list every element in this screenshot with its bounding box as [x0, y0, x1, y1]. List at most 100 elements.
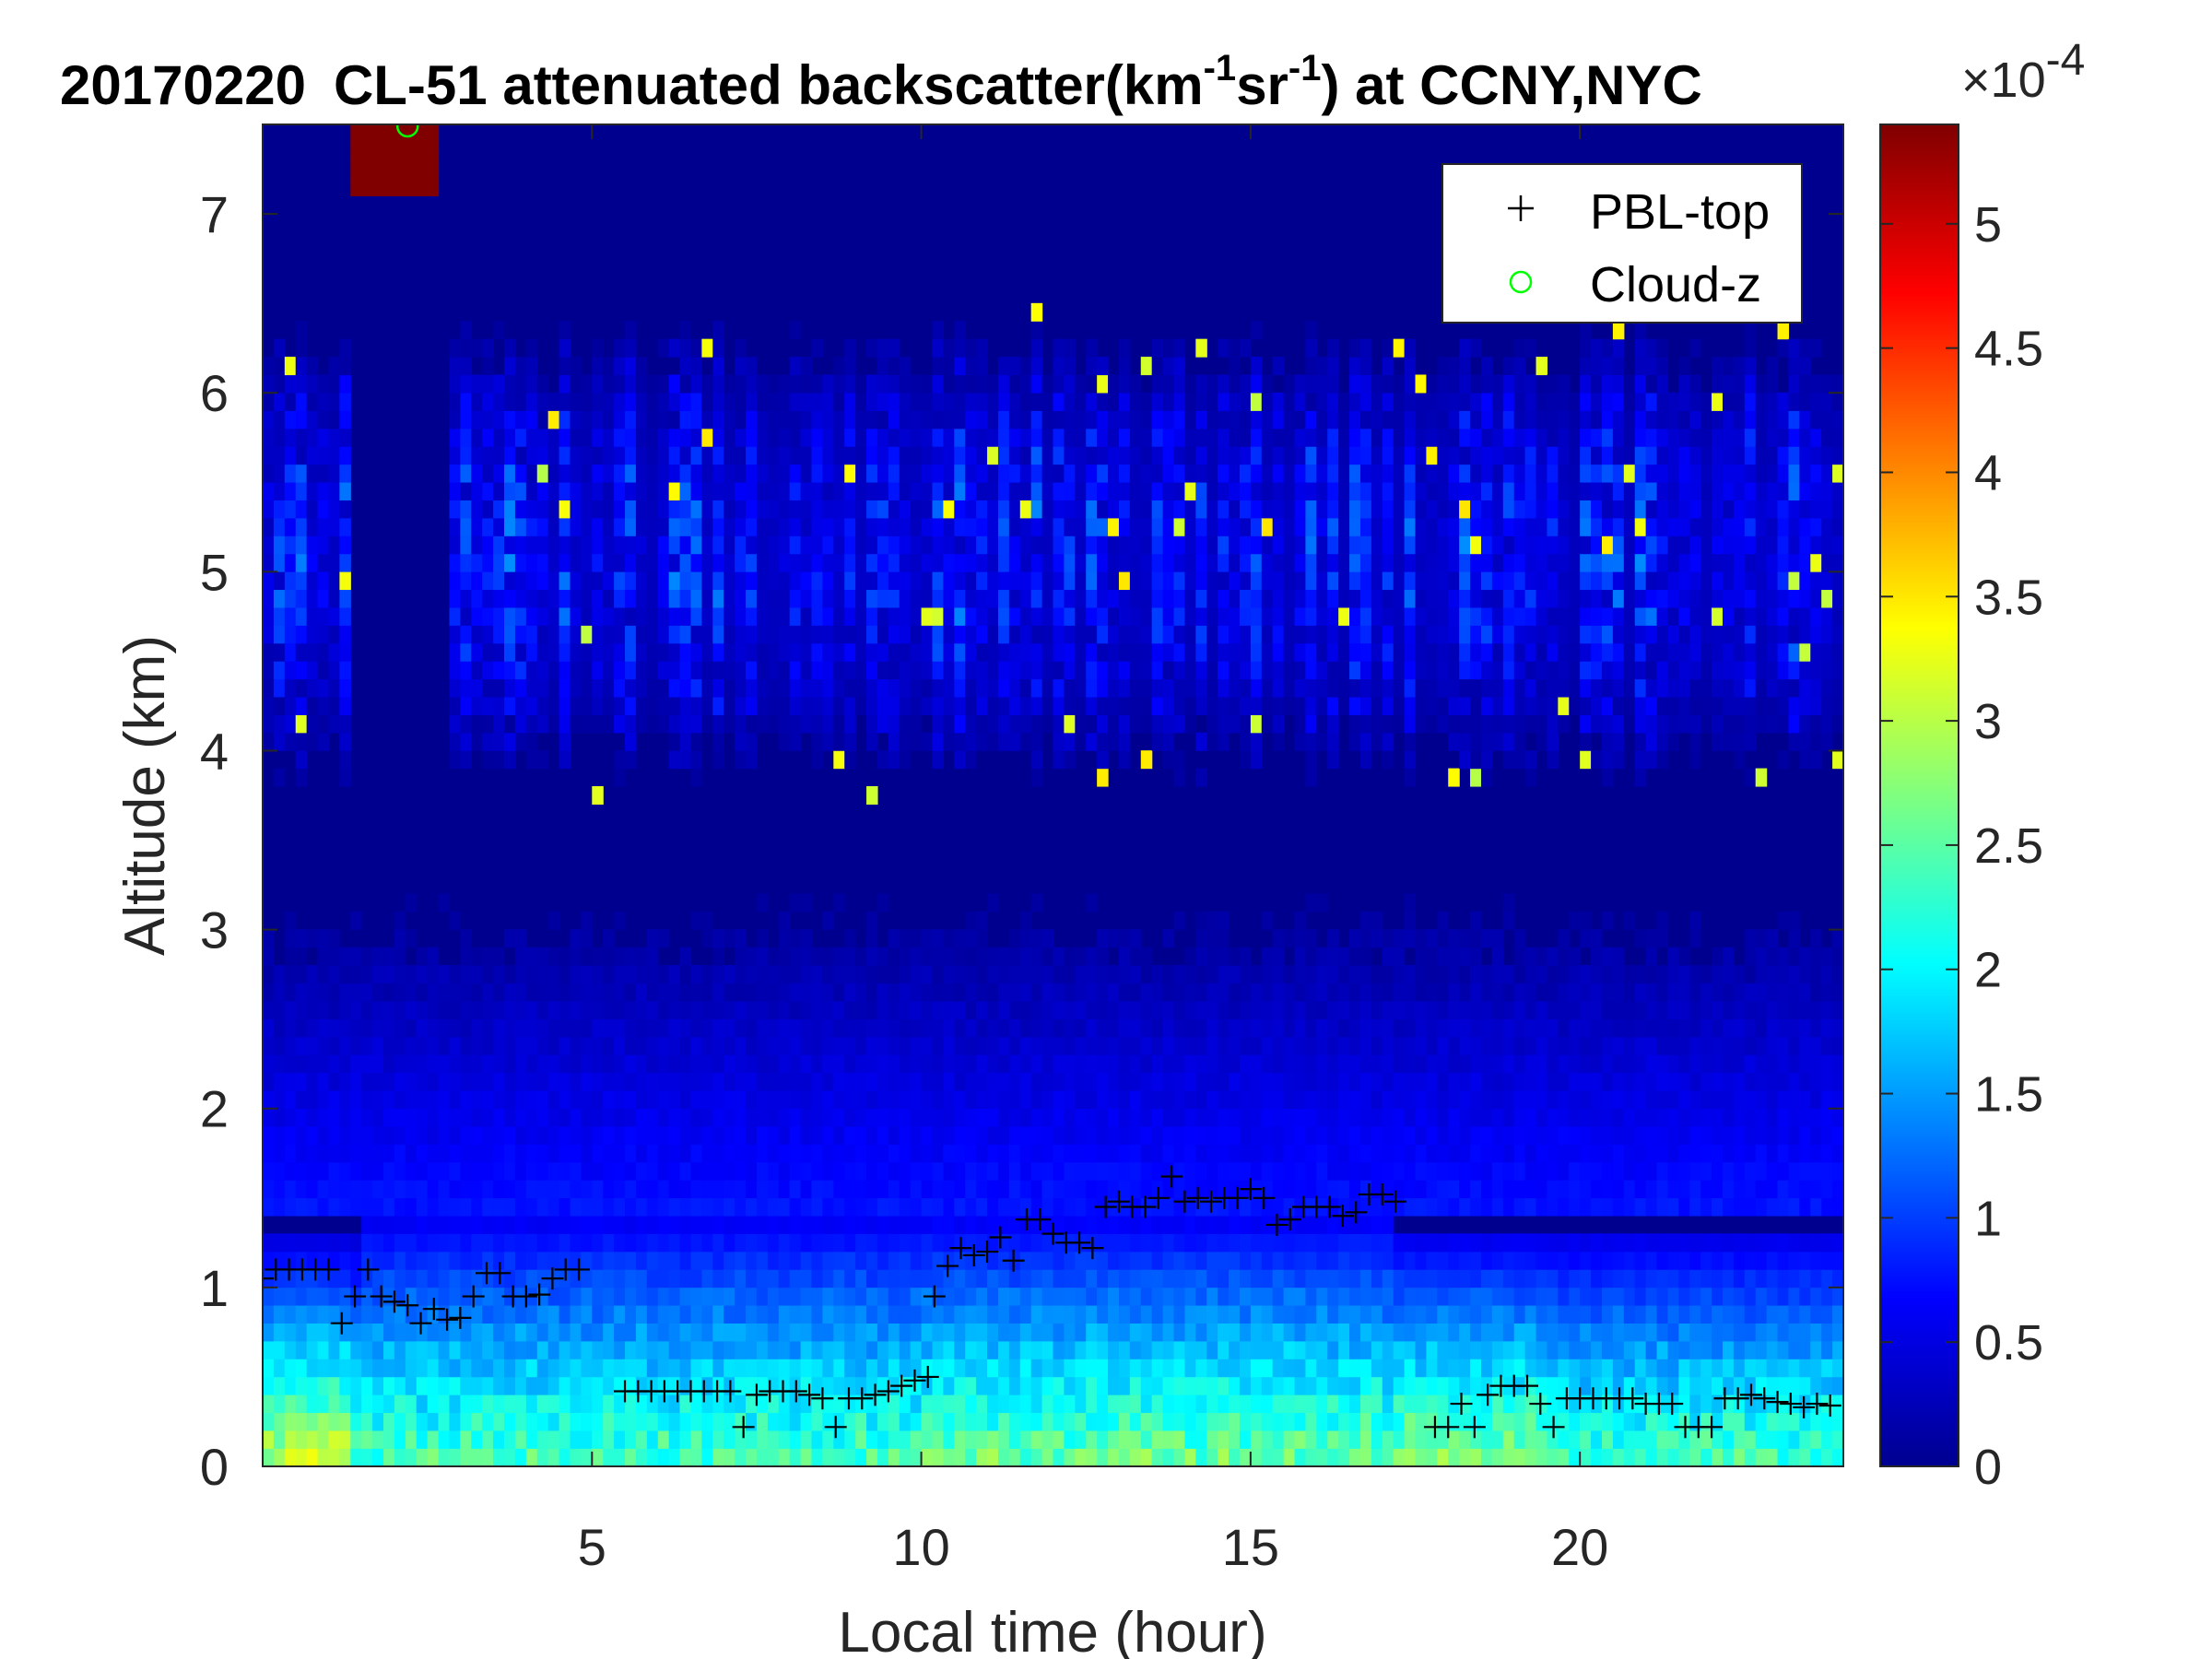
- heatmap-cell: [1140, 1072, 1153, 1091]
- heatmap-cell: [767, 1323, 780, 1342]
- heatmap-cell: [328, 1340, 340, 1359]
- heatmap-cell: [976, 1412, 988, 1431]
- heatmap-cell: [514, 535, 527, 555]
- heatmap-cell: [504, 571, 516, 591]
- heatmap-cell: [844, 392, 856, 411]
- heatmap-cell: [1305, 768, 1317, 787]
- heatmap-cell: [263, 571, 275, 591]
- heatmap-cell: [701, 374, 713, 394]
- heatmap-cell: [976, 1287, 988, 1306]
- heatmap-cell: [932, 500, 944, 519]
- heatmap-cell: [932, 696, 944, 715]
- heatmap-cell: [1008, 1304, 1021, 1324]
- heatmap-cell: [471, 1144, 483, 1163]
- heatmap-cell: [635, 1054, 648, 1074]
- heatmap-cell: [1140, 1233, 1153, 1253]
- heatmap-cell: [833, 410, 845, 429]
- heatmap-cell: [317, 1000, 330, 1019]
- heatmap-cell: [1064, 428, 1076, 447]
- heatmap-cell: [1283, 589, 1296, 608]
- heatmap-cell: [1129, 428, 1142, 447]
- heatmap-cell: [1064, 1448, 1076, 1466]
- heatmap-cell: [1305, 428, 1317, 447]
- heatmap-cell: [910, 1233, 923, 1253]
- heatmap-cell: [581, 1304, 593, 1324]
- heatmap-cell: [746, 571, 758, 591]
- heatmap-cell: [1283, 374, 1296, 394]
- heatmap-cell: [581, 571, 593, 591]
- heatmap-cell: [1097, 1144, 1109, 1163]
- heatmap-cell: [724, 589, 735, 608]
- heatmap-cell: [756, 1448, 769, 1466]
- heatmap-cell: [690, 1304, 702, 1324]
- heatmap-cell: [888, 1287, 900, 1306]
- heatmap-cell: [284, 481, 297, 500]
- heatmap-cell: [1283, 553, 1296, 572]
- heatmap-cell: [690, 1054, 702, 1074]
- heatmap-cell: [1097, 517, 1109, 536]
- heatmap-cell: [1086, 1412, 1098, 1431]
- heatmap-cell: [306, 1144, 319, 1163]
- heatmap-cell: [284, 1072, 297, 1091]
- heatmap-cell: [1184, 517, 1196, 536]
- heatmap-cell: [295, 446, 308, 465]
- heatmap-cell: [1327, 1430, 1339, 1449]
- heatmap-cell: [724, 1000, 735, 1019]
- heatmap-cell: [328, 1036, 340, 1055]
- heatmap-cell: [724, 678, 735, 698]
- heatmap-cell: [570, 1036, 582, 1055]
- heatmap-cell: [570, 1376, 582, 1395]
- heatmap-cell: [712, 1197, 724, 1217]
- heatmap-cell: [767, 535, 780, 555]
- heatmap-cell: [1019, 500, 1032, 519]
- heatmap-cell: [1195, 392, 1207, 411]
- heatmap-cell: [976, 1144, 988, 1163]
- heatmap-cell: [1316, 696, 1328, 715]
- heatmap-cell: [767, 606, 780, 626]
- heatmap-cell: [405, 929, 418, 948]
- heatmap-cell: [328, 535, 340, 555]
- heatmap-cell: [514, 357, 527, 376]
- heatmap-cell: [592, 1412, 604, 1431]
- heatmap-cell: [800, 392, 813, 411]
- heatmap-cell: [339, 982, 351, 1002]
- heatmap-cell: [1075, 1394, 1087, 1414]
- heatmap-cell: [361, 1304, 373, 1324]
- heatmap-cell: [1283, 625, 1296, 644]
- heatmap-cell: [1294, 446, 1307, 465]
- heatmap-cell: [536, 1108, 549, 1127]
- heatmap-cell: [328, 553, 340, 572]
- heatmap-cell: [954, 1376, 966, 1395]
- heatmap-cell: [921, 1018, 934, 1038]
- heatmap-cell: [493, 1412, 505, 1431]
- heatmap-cell: [581, 1448, 593, 1466]
- heatmap-cell: [866, 410, 878, 429]
- heatmap-cell: [1108, 481, 1120, 500]
- heatmap-cell: [1218, 410, 1230, 429]
- heatmap-cell: [997, 517, 1010, 536]
- heatmap-cell: [811, 1251, 823, 1270]
- heatmap-cell: [306, 1340, 319, 1359]
- heatmap-cell: [712, 1287, 724, 1306]
- heatmap-cell: [1019, 606, 1032, 626]
- heatmap-cell: [668, 1215, 681, 1234]
- heatmap-cell: [997, 1036, 1010, 1055]
- heatmap-cell: [976, 500, 988, 519]
- heatmap-cell: [778, 678, 791, 698]
- heatmap-cell: [767, 428, 780, 447]
- heatmap-cell: [1305, 500, 1317, 519]
- heatmap-cell: [1327, 1394, 1339, 1414]
- heatmap-cell: [273, 553, 286, 572]
- heatmap-cell: [965, 392, 977, 411]
- heatmap-cell: [1294, 1180, 1307, 1199]
- heatmap-cell: [273, 535, 286, 555]
- heatmap-cell: [614, 1448, 626, 1466]
- heatmap-cell: [668, 428, 681, 447]
- heatmap-cell: [1272, 606, 1285, 626]
- heatmap-cell: [525, 1215, 538, 1234]
- heatmap-cell: [778, 1036, 791, 1055]
- heatmap-cell: [888, 1430, 900, 1449]
- heatmap-cell: [350, 1251, 362, 1270]
- heatmap-cell: [1030, 338, 1043, 358]
- heatmap-cell: [1075, 500, 1087, 519]
